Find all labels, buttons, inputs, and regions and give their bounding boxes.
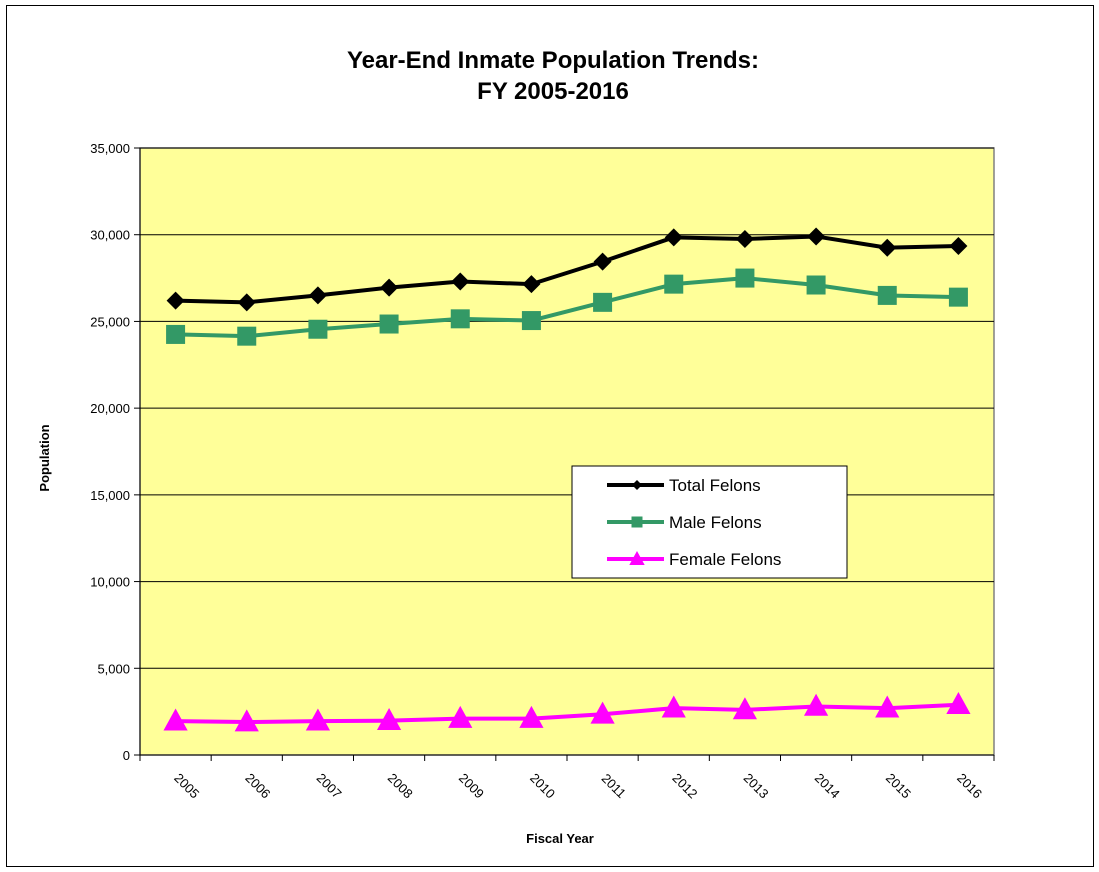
chart-frame: Year-End Inmate Population Trends: FY 20… bbox=[6, 5, 1094, 867]
chart-subtitle: FY 2005-2016 bbox=[477, 78, 629, 105]
x-tick-label: 2011 bbox=[599, 771, 629, 801]
legend: Total Felons Male Felons Female Felons bbox=[571, 465, 848, 579]
data-point-female-felons bbox=[732, 697, 758, 720]
y-tick-label: 30,000 bbox=[90, 228, 130, 243]
data-point-total-felons bbox=[735, 230, 754, 249]
y-tick-label: 10,000 bbox=[90, 575, 130, 590]
legend-label: Total Felons bbox=[669, 476, 761, 495]
series-2 bbox=[163, 692, 971, 732]
data-point-total-felons bbox=[522, 275, 541, 294]
legend-item-male-felons: Male Felons bbox=[607, 513, 762, 532]
data-point-total-felons bbox=[878, 238, 897, 257]
y-tick-label: 35,000 bbox=[90, 141, 130, 156]
data-point-male-felons bbox=[806, 275, 826, 295]
x-tick-label: 2007 bbox=[314, 770, 345, 801]
chart-title: Year-End Inmate Population Trends: bbox=[347, 47, 759, 74]
data-point-female-felons bbox=[305, 708, 331, 731]
data-point-female-felons bbox=[163, 708, 188, 731]
x-tick-label: 2005 bbox=[171, 770, 202, 801]
data-point-male-felons bbox=[237, 326, 257, 346]
x-tick-label: 2008 bbox=[385, 770, 416, 801]
x-tick-label: 2006 bbox=[242, 770, 273, 801]
data-point-male-felons bbox=[308, 319, 328, 339]
data-point-male-felons bbox=[948, 287, 968, 307]
legend-label: Male Felons bbox=[669, 513, 762, 532]
x-tick-label: 2010 bbox=[527, 770, 558, 801]
data-point-male-felons bbox=[379, 314, 399, 334]
series-line-female-felons bbox=[175, 702, 959, 725]
plot-area bbox=[139, 147, 995, 756]
data-point-total-felons bbox=[237, 293, 256, 312]
data-point-total-felons bbox=[807, 227, 826, 246]
legend-swatch-marker bbox=[632, 480, 642, 490]
y-tick-label: 0 bbox=[123, 748, 130, 763]
x-tick-label: 2013 bbox=[741, 770, 772, 801]
data-point-male-felons bbox=[593, 292, 613, 312]
y-tick-label: 15,000 bbox=[90, 488, 130, 503]
data-point-total-felons bbox=[166, 291, 185, 310]
y-axis-ticks: 0 5,000 10,000 15,000 20,000 25,000 30,000 35,0… bbox=[90, 141, 140, 763]
series-line-total-felons bbox=[175, 234, 959, 305]
data-point-male-felons bbox=[735, 268, 755, 288]
y-axis-label: Population bbox=[37, 424, 52, 491]
data-point-female-felons bbox=[448, 705, 473, 728]
x-axis-ticks: 2005 2006 2007 2008 2009 2010 2011 2012 2013 2014… bbox=[139, 755, 995, 801]
data-point-total-felons bbox=[664, 228, 683, 247]
x-tick-label: 2012 bbox=[669, 770, 700, 801]
data-point-male-felons bbox=[450, 309, 470, 329]
legend-item-female-felons: Female Felons bbox=[607, 550, 781, 569]
legend-swatch-marker bbox=[631, 516, 643, 528]
x-tick-label: 2009 bbox=[456, 770, 487, 801]
data-point-male-felons bbox=[166, 324, 186, 344]
data-point-male-felons bbox=[664, 274, 684, 294]
x-tick-label: 2016 bbox=[954, 770, 985, 801]
data-point-male-felons bbox=[521, 311, 541, 331]
x-tick-label: 2014 bbox=[812, 770, 843, 801]
y-tick-label: 5,000 bbox=[97, 661, 130, 676]
data-point-female-felons bbox=[519, 705, 544, 728]
series-1 bbox=[166, 268, 968, 346]
data-point-total-felons bbox=[451, 272, 470, 291]
legend-label: Female Felons bbox=[669, 550, 781, 569]
x-tick-label: 2015 bbox=[883, 770, 914, 801]
data-point-female-felons bbox=[661, 695, 686, 718]
y-tick-label: 20,000 bbox=[90, 401, 130, 416]
data-point-female-felons bbox=[590, 701, 615, 724]
y-tick-label: 25,000 bbox=[90, 314, 130, 329]
series-layer bbox=[163, 227, 971, 732]
data-point-total-felons bbox=[949, 236, 968, 255]
gridlines bbox=[140, 147, 994, 669]
series-line-male-felons bbox=[175, 276, 959, 339]
data-point-female-felons bbox=[376, 708, 402, 731]
x-axis-label: Fiscal Year bbox=[526, 831, 594, 846]
chart: Year-End Inmate Population Trends: FY 20… bbox=[37, 47, 995, 846]
series-0 bbox=[166, 227, 968, 312]
legend-swatch-marker bbox=[629, 550, 645, 565]
data-point-total-felons bbox=[308, 286, 327, 305]
data-point-female-felons bbox=[803, 693, 829, 716]
data-point-female-felons bbox=[234, 709, 259, 732]
legend-item-total-felons: Total Felons bbox=[607, 476, 761, 495]
data-point-female-felons bbox=[875, 695, 900, 718]
data-point-male-felons bbox=[877, 285, 897, 305]
data-point-total-felons bbox=[380, 278, 399, 297]
data-point-female-felons bbox=[946, 692, 971, 715]
